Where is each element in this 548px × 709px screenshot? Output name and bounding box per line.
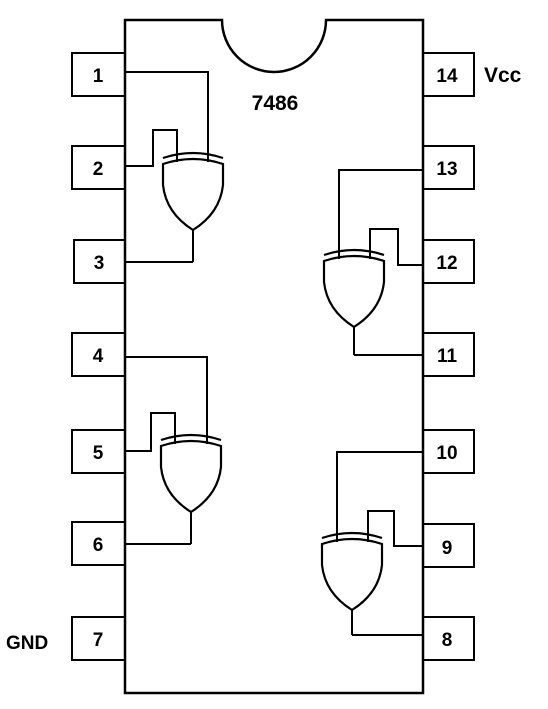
pin-4-box <box>71 332 126 377</box>
wire-pin1-to-gate1 <box>125 71 209 162</box>
pin-13-box <box>422 145 475 190</box>
chip-body <box>123 18 425 695</box>
xor-gate-4 <box>320 531 384 635</box>
xor-gate-1-extra-input-arc <box>162 151 224 160</box>
wire-pin4-to-gate2 <box>125 356 208 444</box>
pin-3-label: 3 <box>94 253 105 274</box>
pin-1-label: 1 <box>93 66 104 87</box>
pin-1-box <box>71 52 126 97</box>
wire-pin2-to-gate1 <box>125 129 178 167</box>
xor-gate-3-body <box>322 254 386 329</box>
pin-14-box <box>422 52 475 97</box>
xor-gate-1-body <box>161 157 225 232</box>
pin-12-label: 12 <box>436 253 457 274</box>
gnd-label: GND <box>6 633 48 654</box>
chip-part-number: 7486 <box>252 92 299 115</box>
xor-gate-3 <box>322 248 386 355</box>
wire-pin5-to-gate2 <box>125 412 176 452</box>
pin-8-box <box>422 616 475 661</box>
xor-gate-4-body <box>320 537 384 612</box>
wire-pin12-to-gate3 <box>369 228 423 266</box>
pin-6-label: 6 <box>93 535 104 556</box>
xor-gate-1 <box>161 151 225 262</box>
pin-9-label: 9 <box>442 538 453 559</box>
pin-4-label: 4 <box>93 346 104 367</box>
pin-5-label: 5 <box>93 443 104 464</box>
wires <box>125 71 423 636</box>
pin-13-label: 13 <box>436 159 457 180</box>
wire-pin10-to-gate4 <box>336 451 423 542</box>
vcc-label: Vcc <box>484 64 522 87</box>
pin-12-box <box>422 239 475 284</box>
left-pins: 1 2 3 4 5 6 7 <box>71 52 126 661</box>
pin-2-label: 2 <box>93 159 104 180</box>
xor-gate-4-extra-input-arc <box>321 531 383 540</box>
pin-8-label: 8 <box>442 630 453 651</box>
wire-pin13-to-gate3 <box>338 169 423 259</box>
xor-gate-3-extra-input-arc <box>323 248 385 257</box>
xor-gate-2 <box>159 433 223 544</box>
pin-7-label: 7 <box>93 630 104 651</box>
right-pins: 14 13 12 11 10 9 8 <box>422 52 475 661</box>
xor-gate-2-extra-input-arc <box>160 433 222 442</box>
wire-pin9-to-gate4 <box>367 510 423 547</box>
pin-11-label: 11 <box>437 346 458 367</box>
pin-2-box <box>71 145 126 190</box>
pin-10-label: 10 <box>436 443 457 464</box>
pin-7-box <box>71 616 126 661</box>
xor-gate-2-body <box>159 439 223 514</box>
pin-14-label: 14 <box>436 66 458 87</box>
